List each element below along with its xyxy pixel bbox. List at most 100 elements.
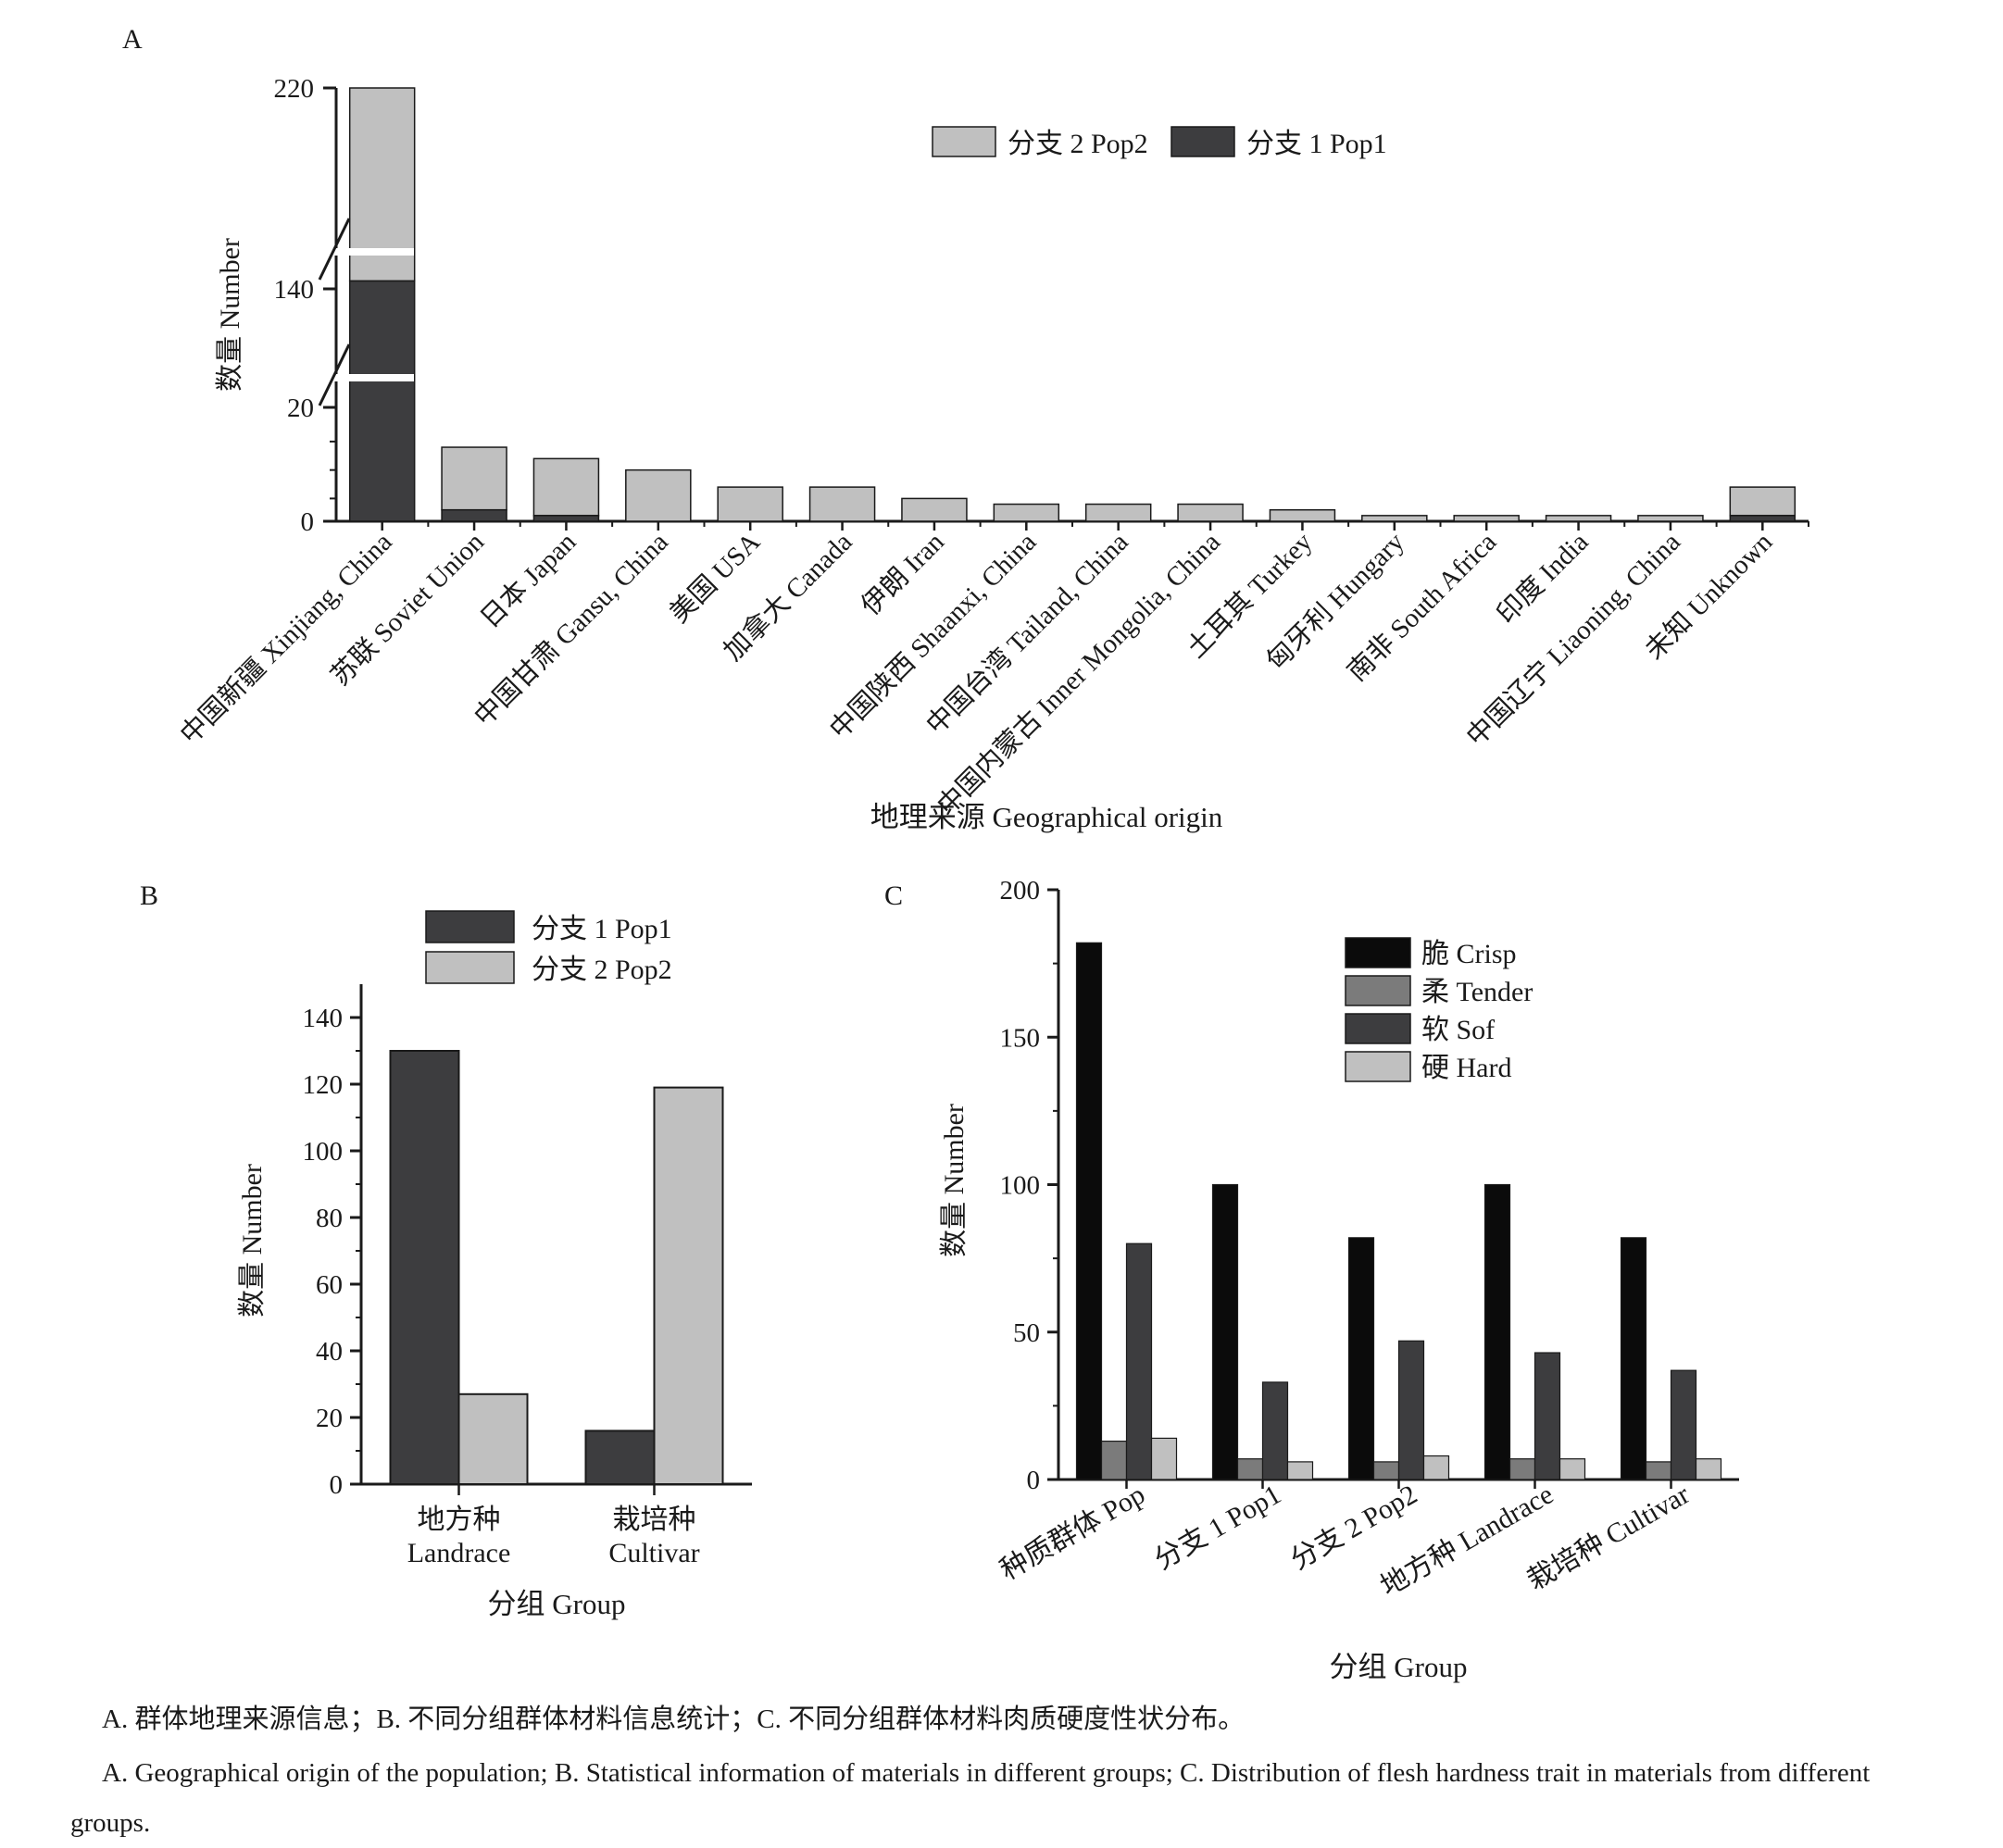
panel-c-y-tick-label: 150 [1000, 1023, 1041, 1053]
panel-a-y-tick-label: 0 [301, 507, 315, 537]
panel-c-bar-hard [1559, 1458, 1586, 1480]
panel-a-bar-pop2 [1177, 503, 1244, 522]
panel-a-y-tick-label: 220 [274, 74, 315, 104]
panel-a-bar-pop1 [441, 508, 507, 522]
panel-b-bar-pop1 [584, 1430, 656, 1486]
panel-b-category-label-zh: 栽培种 [613, 1505, 696, 1535]
caption-zh: A. 群体地理来源信息；B. 不同分组群体材料信息统计；C. 不同分组群体材料肉… [102, 1704, 1246, 1734]
caption-en: A. Geographical origin of the population… [70, 1748, 1950, 1848]
panel-c-bar-crisp [1620, 1237, 1647, 1480]
panel-a-bar-pop1 [348, 280, 416, 522]
panel-a-legend-label-pop1: 分支 1 Pop1 [1246, 129, 1387, 159]
panel-c-bar-crisp [1211, 1183, 1239, 1480]
panel-c-bar-sof [1397, 1340, 1425, 1480]
panel-c-bar-hard [1422, 1455, 1450, 1480]
panel-a-category-label: 伊朗 Iran [855, 526, 950, 621]
panel-c-letter: C [884, 880, 903, 911]
panel-c-y-axis-label: 数量 Number [939, 1104, 970, 1257]
panel-a-bar-pop2 [901, 497, 968, 522]
panel-a-bar-pop2 [1361, 515, 1428, 522]
panel-a-bar-pop2 [1545, 515, 1612, 522]
panel-a-y-tick-label: 140 [274, 275, 315, 305]
panel-a-category-label: 苏联 Soviet Union [325, 526, 491, 692]
panel-a-bar-pop2 [1729, 486, 1796, 517]
panel-b-y-tick-label: 80 [316, 1204, 343, 1233]
panel-a-axis-break-mark [318, 343, 351, 406]
panel-c-bar-sof [1125, 1242, 1153, 1480]
panel-a-bar-pop2 [441, 446, 507, 511]
panel-a-bar-pop2 [532, 457, 600, 517]
panel-a-legend-label-pop2: 分支 2 Pop2 [1008, 129, 1148, 159]
panel-a-letter: A [122, 24, 143, 55]
panel-a-bar-pop2 [717, 486, 783, 522]
panel-b-bar-pop2 [457, 1392, 529, 1486]
panel-b-y-tick-label: 40 [316, 1337, 343, 1367]
panel-b-legend-swatch-pop1 [425, 910, 515, 943]
panel-c-bar-tender [1236, 1458, 1264, 1480]
panel-c-y-tick-label: 200 [1000, 876, 1041, 905]
panel-c-legend-swatch-crisp [1345, 937, 1411, 968]
panel-a-axis-break-mark [318, 218, 351, 281]
panel-a-bar-pop1 [532, 515, 600, 522]
panel-c-y-tick-label: 100 [1000, 1171, 1041, 1201]
panel-c-bar-sof [1670, 1369, 1697, 1480]
panel-c-category-label: 种质群体 Pop [995, 1479, 1150, 1586]
panel-a-axis-break-gap [321, 374, 414, 381]
panel-a-axis-break-gap [321, 248, 414, 256]
panel-b-letter: B [140, 880, 158, 911]
panel-c-legend-label-hard: 硬 Hard [1421, 1053, 1511, 1083]
panel-c-legend-swatch-tender [1345, 975, 1411, 1006]
panel-c-x-axis-label: 分组 Group [1330, 1651, 1468, 1683]
caption-en-text: A. Geographical origin of the population… [70, 1758, 1871, 1838]
panel-c-legend-label-crisp: 脆 Crisp [1421, 939, 1517, 969]
panel-c-category-label: 分支 1 Pop1 [1149, 1479, 1286, 1575]
panel-a-bar-pop2 [993, 503, 1060, 522]
panel-c-bar-crisp [1075, 942, 1103, 1480]
panel-c-bar-hard [1150, 1437, 1178, 1480]
panel-c-y-tick-label: 0 [1027, 1466, 1041, 1495]
panel-b-bar-pop1 [389, 1050, 460, 1485]
panel-a-bar-pop2 [1637, 515, 1704, 522]
panel-b-y-tick-label: 100 [303, 1137, 344, 1167]
panel-c-bar-tender [1509, 1458, 1536, 1480]
panel-a-y-tick-label: 20 [287, 393, 314, 423]
panel-c-bar-sof [1261, 1381, 1289, 1480]
panel-b-y-tick-label: 20 [316, 1404, 343, 1433]
panel-a-bar-pop2 [625, 468, 692, 522]
panel-c-y-tick-label: 50 [1013, 1318, 1040, 1348]
panel-b-legend-label-pop1: 分支 1 Pop1 [532, 914, 672, 944]
panel-c-bar-tender [1372, 1461, 1400, 1480]
panel-a-x-axis-label: 地理来源 Geographical origin [870, 801, 1223, 833]
panel-c-bar-hard [1695, 1458, 1722, 1480]
panel-b-y-tick-label: 60 [316, 1270, 343, 1300]
panel-c-bar-crisp [1483, 1183, 1511, 1480]
panel-c-legend-label-sof: 软 Sof [1421, 1015, 1495, 1045]
panel-b-bar-pop2 [653, 1086, 724, 1485]
panel-c-legend-label-tender: 柔 Tender [1421, 977, 1533, 1007]
panel-b-y-tick-label: 0 [330, 1470, 344, 1500]
panel-c-legend-swatch-sof [1345, 1013, 1411, 1044]
panel-c-bar-tender [1100, 1440, 1128, 1480]
panel-a-bar-pop2 [1269, 508, 1336, 522]
panel-c-bar-tender [1645, 1461, 1672, 1480]
panel-a-bar-pop2 [1453, 515, 1520, 522]
panel-c-bar-sof [1534, 1352, 1561, 1480]
panel-a-bar-pop2 [1084, 503, 1152, 522]
panel-a-y-axis-label: 数量 Number [215, 238, 245, 392]
panel-a-legend-swatch-pop1 [1171, 126, 1235, 157]
panel-a-bar-pop2 [808, 486, 876, 522]
panel-b-legend-swatch-pop2 [425, 951, 515, 984]
panel-c-bar-crisp [1347, 1237, 1375, 1480]
panel-b-legend-label-pop2: 分支 2 Pop2 [532, 955, 672, 985]
panel-a-legend-swatch-pop2 [932, 126, 996, 157]
panel-b-y-tick-label: 140 [303, 1004, 344, 1033]
panel-b-y-axis-label: 数量 Number [237, 1164, 268, 1317]
panel-a-bar-pop1 [1729, 515, 1796, 522]
panel-b-category-label-en: Cultivar [608, 1538, 699, 1568]
panel-c-bar-hard [1286, 1461, 1314, 1480]
panel-c-legend-swatch-hard [1345, 1051, 1411, 1082]
panel-b-y-tick-label: 120 [303, 1070, 344, 1100]
